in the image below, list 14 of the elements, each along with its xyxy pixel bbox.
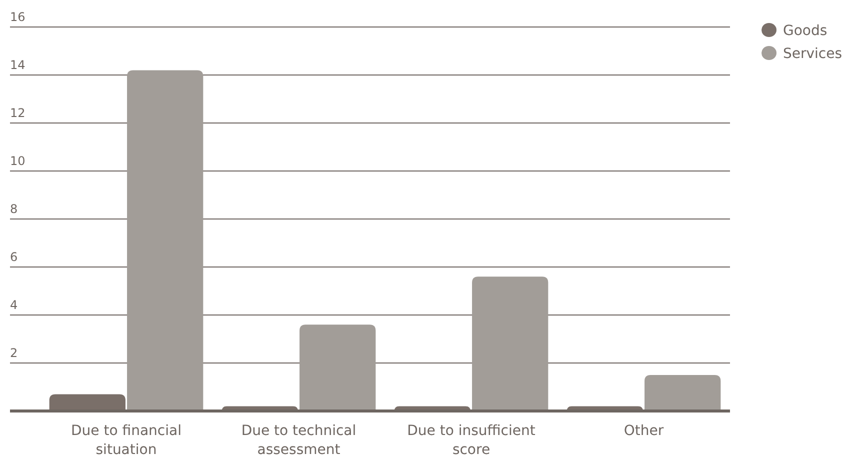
y-tick-label: 16 [10, 10, 26, 24]
x-tick-label: Due to financial situation [71, 423, 182, 458]
y-tick-label: 14 [10, 58, 26, 72]
y-tick-label: 4 [10, 298, 18, 312]
y-tick-label: 2 [10, 346, 18, 360]
x-tick-label: Due to technical assessment [241, 423, 356, 458]
y-tick-label: 6 [10, 250, 18, 264]
y-tick-label: 8 [10, 202, 18, 216]
x-tick-label: Due to insufficient score [407, 423, 536, 458]
y-tick-label: 10 [10, 154, 26, 168]
legend-label: Services [783, 46, 842, 62]
legend-label: Goods [783, 23, 828, 39]
x-tick-label: Other [624, 423, 664, 439]
y-tick-label: 12 [10, 106, 26, 120]
